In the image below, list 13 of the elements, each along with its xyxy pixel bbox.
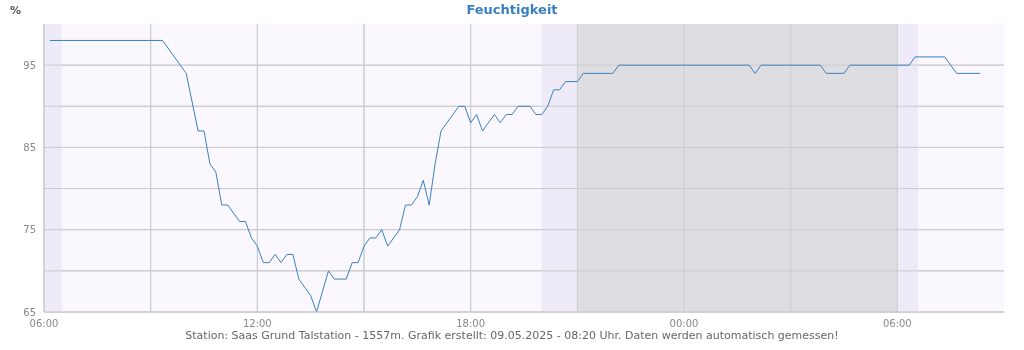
x-tick-label: 18:00 bbox=[456, 318, 486, 330]
chart-title: Feuchtigkeit bbox=[466, 2, 558, 17]
y-axis-title: % bbox=[10, 4, 22, 17]
y-tick-label: 65 bbox=[23, 306, 36, 318]
line-series bbox=[49, 39, 981, 312]
x-tick-label: 00:00 bbox=[669, 318, 699, 330]
y-tick-label: 85 bbox=[23, 141, 36, 153]
x-tick-label: 12:00 bbox=[242, 318, 272, 330]
y-tick-label: 95 bbox=[23, 59, 36, 71]
y-tick-label: 75 bbox=[23, 224, 36, 236]
x-tick-label: 06:00 bbox=[882, 318, 912, 330]
text: Station: Saas Grund Talstation - 1557m. Grafik erstellt: 09.05.2025 - 08:20 Uhr. Daten werden automatisch gemessen! bbox=[184, 329, 840, 342]
x-tick-label: 06:00 bbox=[29, 318, 59, 330]
